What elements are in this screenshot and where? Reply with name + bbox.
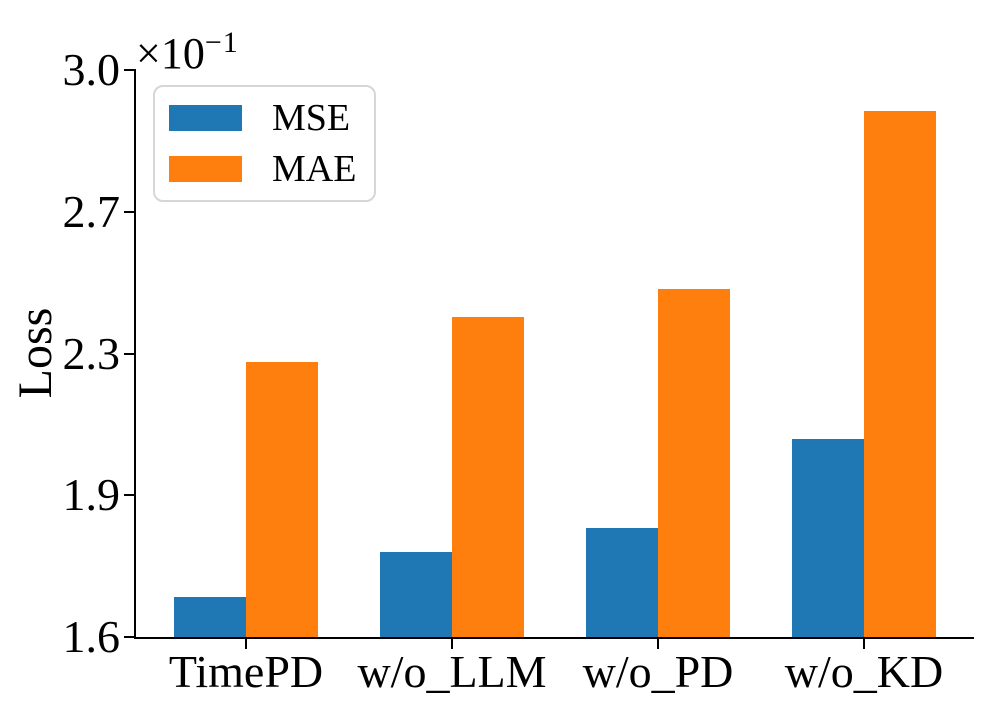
x-tick-label-timepd: TimePD bbox=[168, 646, 324, 697]
y-tick-label-2.7: 2.7 bbox=[62, 185, 121, 237]
y-tick-label-3.0: 3.0 bbox=[62, 44, 121, 95]
y-axis-offset-text: ×10−1 bbox=[136, 18, 239, 79]
x-tick-mark bbox=[863, 639, 865, 649]
y-tick-mark bbox=[124, 352, 134, 355]
x-tick-mark bbox=[245, 639, 247, 649]
x-tick-label-w-o-kd: w/o_KD bbox=[784, 646, 944, 697]
legend-entry-mae: MAE bbox=[169, 147, 356, 191]
mae-bar-timepd bbox=[246, 361, 318, 637]
y-axis-spine bbox=[134, 69, 136, 639]
legend-label-mse: MSE bbox=[272, 97, 351, 139]
x-axis-spine bbox=[134, 637, 974, 639]
x-tick-mark bbox=[451, 639, 453, 649]
legend-entry-mse: MSE bbox=[169, 96, 356, 140]
x-tick-label-w-o-pd: w/o_PD bbox=[582, 646, 734, 697]
y-tick-label-1.9: 1.9 bbox=[62, 469, 121, 521]
y-tick-mark bbox=[124, 494, 134, 497]
legend-swatch-mae bbox=[169, 156, 242, 182]
plot-area: MSE MAE bbox=[136, 70, 974, 637]
legend-swatch-mse bbox=[169, 105, 242, 131]
mse-bar-w-o-pd bbox=[586, 527, 658, 637]
mse-bar-w-o-kd bbox=[792, 438, 864, 637]
mae-bar-w-o-kd bbox=[864, 110, 936, 637]
x-tick-label-w-o-llm: w/o_LLM bbox=[357, 646, 547, 697]
y-tick-mark bbox=[124, 69, 134, 71]
offset-exponent: −1 bbox=[204, 26, 239, 59]
y-tick-mark bbox=[124, 210, 134, 213]
mae-bar-w-o-pd bbox=[658, 288, 730, 637]
y-tick-label-2.3: 2.3 bbox=[62, 327, 121, 379]
x-tick-mark bbox=[657, 639, 659, 649]
legend-label-mae: MAE bbox=[272, 148, 357, 190]
y-tick-mark bbox=[124, 636, 134, 638]
legend: MSE MAE bbox=[153, 85, 377, 202]
offset-base: ×10 bbox=[136, 29, 205, 78]
mse-bar-w-o-llm bbox=[380, 551, 452, 637]
mse-bar-timepd bbox=[174, 596, 246, 637]
y-tick-label-1.6: 1.6 bbox=[62, 611, 121, 662]
mae-bar-w-o-llm bbox=[452, 317, 524, 637]
